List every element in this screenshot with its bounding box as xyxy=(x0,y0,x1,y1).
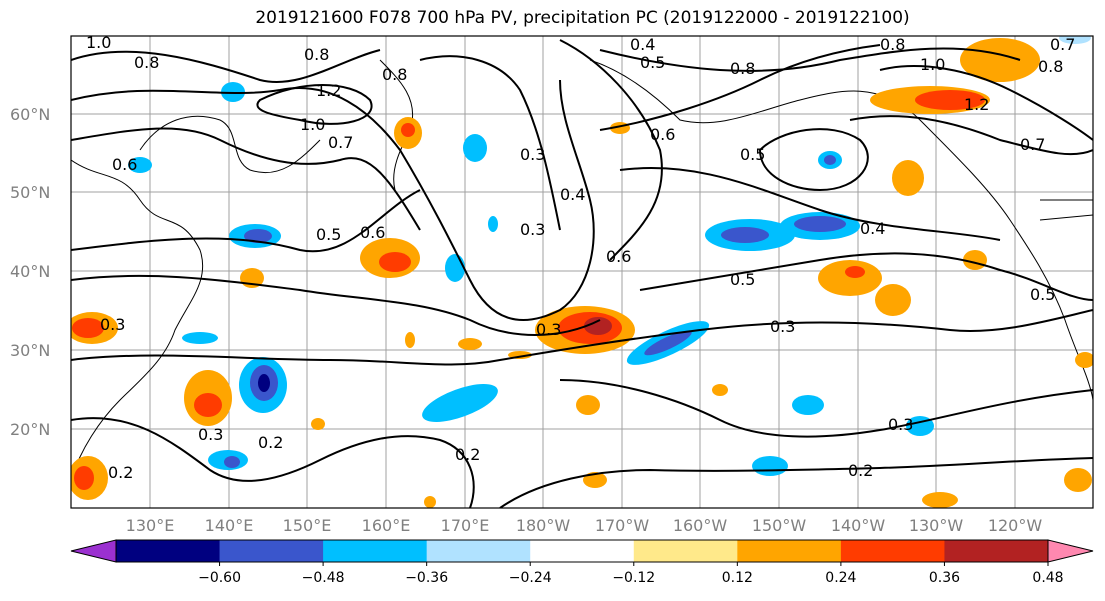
lon-label: 160°E xyxy=(362,516,411,535)
negative-anomalies xyxy=(128,36,1091,476)
contour-label: 0.3 xyxy=(198,425,223,444)
colorbar-tick-label: −0.48 xyxy=(302,570,345,586)
contour-label: 0.6 xyxy=(360,223,385,242)
pv-contours xyxy=(71,39,1093,508)
lat-label: 40°N xyxy=(10,262,50,281)
colorbar-segment xyxy=(530,540,635,562)
lon-label: 170°W xyxy=(595,516,650,535)
contour-label: 0.6 xyxy=(112,155,137,174)
contour-label: 0.4 xyxy=(560,185,585,204)
contour-label: 0.7 xyxy=(1050,35,1075,54)
contour-label: 1.0 xyxy=(920,55,945,74)
colorbar-segment xyxy=(737,540,842,562)
colorbar-tick-label: −0.12 xyxy=(612,570,655,586)
contour-label: 0.2 xyxy=(108,463,133,482)
contour-label: 0.6 xyxy=(606,247,631,266)
colorbar-segment xyxy=(323,540,428,562)
contour-label: 0.8 xyxy=(134,53,159,72)
colorbar-tick-label: 0.12 xyxy=(722,570,753,586)
contour-label: 0.3 xyxy=(100,315,125,334)
colorbar-segment xyxy=(116,540,221,562)
colorbar-tick-label: 0.36 xyxy=(929,570,960,586)
lat-label: 30°N xyxy=(10,341,50,360)
map-title: 2019121600 F078 700 hPa PV, precipitatio… xyxy=(255,8,910,28)
map-content: 1.0 0.8 0.8 0.8 1.2 1.0 0.7 0.6 0.5 0.6 … xyxy=(71,33,1093,508)
colorbar-extend-max xyxy=(1047,539,1094,563)
colorbar: −0.60 −0.48 −0.36 −0.24 −0.12 0.12 0.24 0.36 0.4… xyxy=(70,539,1094,586)
colorbar-segment xyxy=(944,540,1049,562)
contour-label: 0.2 xyxy=(258,433,283,452)
colorbar-segment xyxy=(426,540,531,562)
map-frame xyxy=(70,35,1094,509)
contour-label: 0.5 xyxy=(730,270,755,289)
contour-label: 1.2 xyxy=(316,81,341,100)
lat-label: 60°N xyxy=(10,105,50,124)
graticule xyxy=(71,36,1093,508)
contour-label: 0.3 xyxy=(770,317,795,336)
latitude-labels: 60°N 50°N 40°N 30°N 20°N xyxy=(10,105,50,439)
contour-label: 0.7 xyxy=(328,133,353,152)
lon-label: 150°E xyxy=(283,516,332,535)
colorbar-tick-label: −0.36 xyxy=(405,570,448,586)
contour-label: 0.2 xyxy=(848,461,873,480)
colorbar-tick-label: −0.24 xyxy=(509,570,552,586)
longitude-labels: 130°E 140°E 150°E 160°E 170°E 180°W 170°… xyxy=(126,516,1043,535)
contour-label: 0.8 xyxy=(304,45,329,64)
contour-label: 0.5 xyxy=(740,145,765,164)
colorbar-tick-label: 0.24 xyxy=(825,570,856,586)
contour-label: 0.6 xyxy=(650,125,675,144)
colorbar-segment xyxy=(840,540,945,562)
contour-label: 0.3 xyxy=(520,220,545,239)
colorbar-tick-label: 0.48 xyxy=(1032,570,1063,586)
contour-label: 0.8 xyxy=(1038,57,1063,76)
colorbar-tick-label: −0.60 xyxy=(198,570,241,586)
contour-label: 0.5 xyxy=(316,225,341,244)
lon-label: 140°W xyxy=(831,516,886,535)
lat-label: 50°N xyxy=(10,183,50,202)
contour-label: 0.5 xyxy=(640,53,665,72)
lon-label: 120°W xyxy=(988,516,1043,535)
contour-label: 1.2 xyxy=(964,95,989,114)
contour-label: 0.8 xyxy=(730,59,755,78)
contour-label: 0.8 xyxy=(382,65,407,84)
contour-label: 1.0 xyxy=(86,33,111,52)
contour-labels: 1.0 0.8 0.8 0.8 1.2 1.0 0.7 0.6 0.5 0.6 … xyxy=(86,33,1075,482)
lon-label: 140°E xyxy=(205,516,254,535)
contour-label: 0.8 xyxy=(880,35,905,54)
positive-anomalies xyxy=(71,38,1093,508)
contour-label: 0.4 xyxy=(860,219,885,238)
contour-label: 0.3 xyxy=(520,145,545,164)
contour-label: 0.5 xyxy=(1030,285,1055,304)
lon-label: 150°W xyxy=(752,516,807,535)
contour-label: 0.4 xyxy=(630,35,655,54)
colorbar-border xyxy=(115,539,1049,563)
lat-label: 20°N xyxy=(10,420,50,439)
colorbar-segment xyxy=(219,540,324,562)
colorbar-extend-min xyxy=(70,539,117,563)
contour-label: 0.3 xyxy=(888,415,913,434)
lon-label: 130°W xyxy=(909,516,964,535)
lon-label: 170°E xyxy=(441,516,490,535)
lon-label: 160°W xyxy=(673,516,728,535)
contour-label: 0.7 xyxy=(1020,135,1045,154)
contour-label: 0.2 xyxy=(455,445,480,464)
lon-label: 180°W xyxy=(516,516,571,535)
contour-label: 1.0 xyxy=(300,115,325,134)
lon-label: 130°E xyxy=(126,516,175,535)
colorbar-segment xyxy=(633,540,738,562)
contour-label: 0.3 xyxy=(536,320,561,339)
